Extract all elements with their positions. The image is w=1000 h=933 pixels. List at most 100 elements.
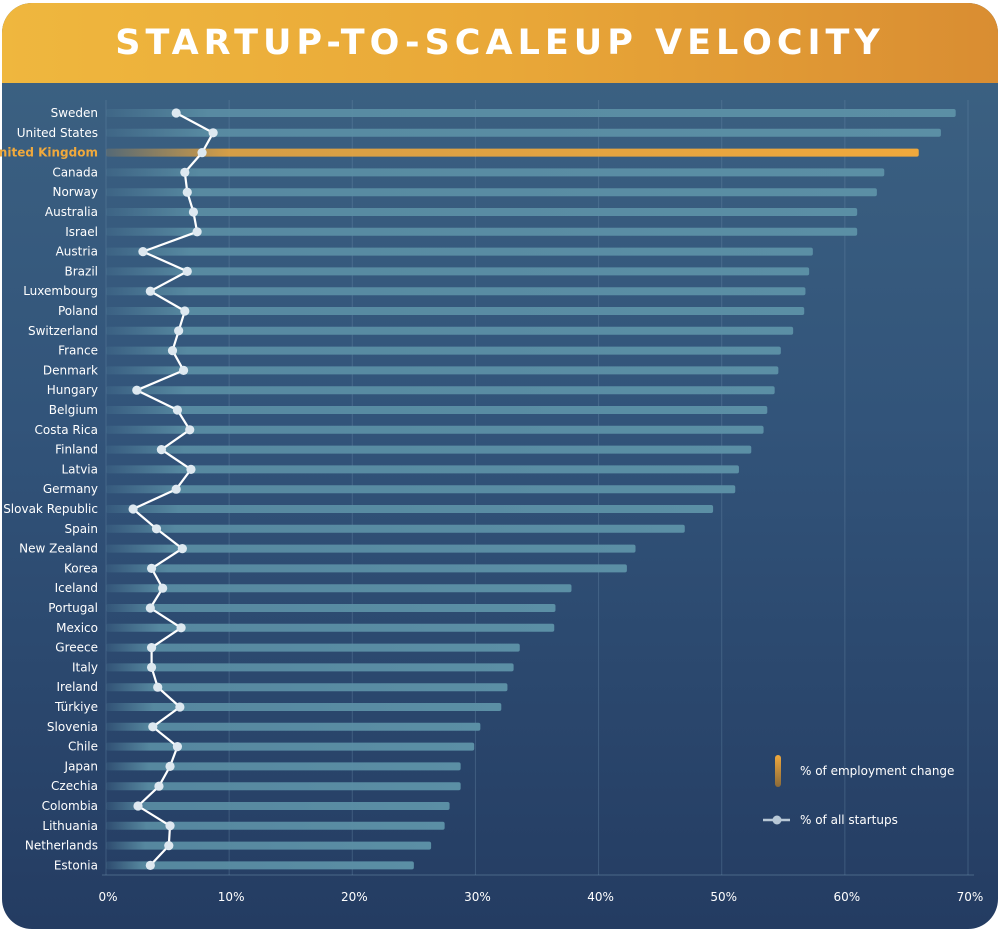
country-label: Australia xyxy=(45,205,98,219)
startups-point xyxy=(178,365,189,375)
country-label: Slovenia xyxy=(47,720,98,734)
country-label: France xyxy=(58,344,98,358)
country-label-highlight: United Kingdom xyxy=(0,146,98,160)
legend-startups-marker xyxy=(772,815,782,825)
bar xyxy=(106,227,858,236)
startups-point xyxy=(146,662,157,673)
legend-startups-label: % of all startups xyxy=(800,813,898,827)
bar xyxy=(106,168,885,177)
startups-point xyxy=(180,306,190,316)
x-tick-label: 60% xyxy=(834,890,861,904)
startups-point xyxy=(172,742,183,752)
bar xyxy=(106,109,956,117)
country-label: Spain xyxy=(64,522,98,536)
startups-point xyxy=(165,761,175,772)
country-label: Finland xyxy=(55,443,98,457)
bar xyxy=(106,425,764,434)
bar xyxy=(106,623,555,632)
bar xyxy=(106,663,514,672)
country-label: Portugal xyxy=(48,601,98,615)
bar xyxy=(106,386,775,395)
bar xyxy=(106,643,520,652)
startups-line-series xyxy=(128,108,218,871)
bar xyxy=(106,188,877,197)
country-labels: Sweden United States United Kingdom Canada N… xyxy=(0,106,98,872)
bar-highlight xyxy=(106,148,919,157)
country-label: Colombia xyxy=(42,799,98,813)
x-tick-label: 10% xyxy=(218,890,245,904)
bar xyxy=(106,465,739,474)
country-label: Italy xyxy=(72,660,98,674)
startups-point xyxy=(165,821,175,831)
bar xyxy=(106,366,779,375)
x-tick-label: 70% xyxy=(957,890,984,904)
startups-point xyxy=(180,167,190,177)
country-label: New Zealand xyxy=(19,542,98,556)
bar xyxy=(106,307,805,315)
startups-point xyxy=(182,266,192,276)
startups-point xyxy=(133,801,143,811)
bar xyxy=(106,683,508,692)
startups-point xyxy=(151,524,162,534)
country-label: Lithuania xyxy=(42,819,98,833)
bar xyxy=(106,485,736,494)
startups-point xyxy=(158,583,168,593)
bar xyxy=(106,604,556,612)
startups-point xyxy=(146,643,157,653)
startups-point xyxy=(146,563,157,574)
legend-employment-swatch xyxy=(775,755,781,787)
country-label: Hungary xyxy=(47,383,98,397)
startups-point xyxy=(153,682,163,692)
x-tick-label: 0% xyxy=(98,890,117,904)
startups-point xyxy=(167,346,178,356)
x-tick-label: 30% xyxy=(464,890,491,904)
country-label: Brazil xyxy=(65,264,99,278)
startups-point xyxy=(185,425,195,435)
country-label: Türkiye xyxy=(54,700,98,714)
title-banner: STARTUP-TO-SCALEUP VELOCITY xyxy=(2,3,998,83)
startups-point xyxy=(145,860,155,871)
bar xyxy=(106,722,481,731)
bar xyxy=(106,346,781,355)
startups-point xyxy=(177,544,187,554)
country-label: Estonia xyxy=(54,858,98,872)
bar xyxy=(106,742,475,751)
bar xyxy=(106,267,810,276)
startups-point xyxy=(145,603,155,613)
country-label: Slovak Republic xyxy=(3,502,98,516)
startups-point xyxy=(175,702,185,712)
country-label: Israel xyxy=(65,225,98,239)
country-label: Austria xyxy=(56,245,98,259)
country-label: United States xyxy=(17,126,98,140)
startups-point xyxy=(188,207,199,217)
startups-point xyxy=(208,128,218,138)
bar xyxy=(106,524,685,533)
bar xyxy=(106,584,572,593)
country-label: Greece xyxy=(55,641,98,655)
legend: % of employment change % of all startups xyxy=(763,755,954,827)
bar xyxy=(106,128,941,137)
legend-employment-label: % of employment change xyxy=(800,764,954,778)
bar xyxy=(106,505,714,513)
bar xyxy=(106,564,627,573)
country-label: Canada xyxy=(52,165,98,179)
startups-point xyxy=(138,247,148,257)
x-tick-label: 20% xyxy=(341,890,368,904)
bar xyxy=(106,247,813,256)
bar xyxy=(106,544,636,553)
country-label: Luxembourg xyxy=(23,284,98,298)
country-label: Costa Rica xyxy=(35,423,98,437)
country-label: Mexico xyxy=(56,621,98,635)
startups-point xyxy=(145,286,155,296)
startups-point xyxy=(174,326,184,336)
country-label: Belgium xyxy=(49,403,98,417)
country-label: Latvia xyxy=(61,462,98,476)
startups-point xyxy=(148,722,158,732)
country-label: Czechia xyxy=(51,779,98,793)
bar xyxy=(106,406,768,414)
bar xyxy=(106,821,445,830)
startups-point xyxy=(172,405,183,415)
bar xyxy=(106,762,461,771)
bar xyxy=(106,445,752,454)
